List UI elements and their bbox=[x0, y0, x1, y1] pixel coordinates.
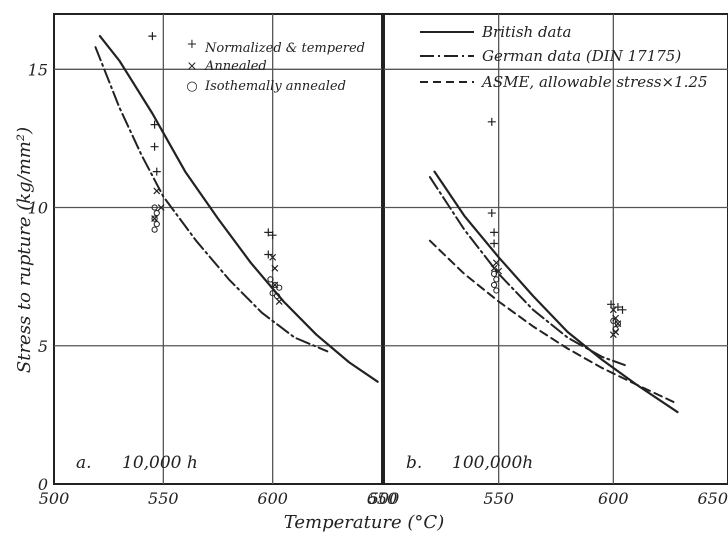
x-tick-label: 500 bbox=[39, 489, 70, 508]
point-annealed bbox=[157, 204, 165, 211]
panel-a-legend: + Normalized & tempered × Annealed ○ Iso… bbox=[186, 37, 365, 94]
point-isothermally-annealed bbox=[276, 284, 283, 291]
panel-a-frame bbox=[53, 13, 383, 485]
point-isothermally-annealed bbox=[153, 221, 160, 228]
point-isothermally-annealed bbox=[273, 292, 281, 300]
y-tick-label: 10 bbox=[28, 199, 48, 218]
panel-a-grid bbox=[54, 14, 382, 484]
legend-symbol-normalized: + bbox=[187, 37, 198, 52]
panel-a-y-ticks: 0 5 10 15 bbox=[28, 60, 48, 494]
series-line-solid bbox=[433, 170, 679, 414]
point-isothermally-annealed bbox=[153, 209, 160, 217]
panel-b-x-ticks: 500 550 600 650 bbox=[369, 489, 728, 508]
point-isothermally-annealed bbox=[151, 226, 158, 233]
series-line-dash-dot bbox=[428, 176, 626, 367]
point-normalized-tempered bbox=[487, 117, 496, 126]
panel-a-annotation: 10,000 h bbox=[122, 453, 198, 473]
point-normalized-tempered bbox=[618, 305, 627, 314]
point-annealed bbox=[609, 306, 617, 314]
y-tick-label: 5 bbox=[38, 337, 48, 356]
panel-b: 500 550 600 650 British data German data (D… bbox=[369, 13, 728, 508]
panel-b-curves bbox=[428, 170, 679, 414]
x-axis-title: Temperature (°C) bbox=[284, 512, 444, 533]
point-annealed bbox=[492, 259, 500, 267]
point-annealed bbox=[271, 264, 279, 272]
legend-symbol-annealed: × bbox=[187, 59, 198, 74]
point-annealed bbox=[612, 314, 620, 322]
point-annealed bbox=[609, 331, 617, 339]
panel-b-legend: British data German data (DIN 17175) ASM… bbox=[420, 23, 707, 91]
panel-b-points bbox=[487, 117, 627, 339]
point-normalized-tempered bbox=[264, 228, 273, 237]
point-normalized-tempered bbox=[490, 239, 499, 248]
x-tick-label: 500 bbox=[369, 489, 400, 508]
point-isothermally-annealed bbox=[269, 290, 276, 297]
panel-b-label: b. bbox=[406, 453, 422, 473]
panel-a-label: a. bbox=[76, 453, 92, 473]
legend-label-german: German data (DIN 17175) bbox=[482, 47, 681, 65]
legend-label-annealed: Annealed bbox=[204, 59, 267, 74]
legend-label-asme: ASME, allowable stress×1.25 bbox=[480, 73, 707, 91]
panel-a: 500 550 600 650 0 5 10 15 + Normalized & tempe… bbox=[28, 13, 398, 508]
panel-b-grid bbox=[384, 14, 728, 484]
point-normalized-tempered bbox=[150, 142, 159, 151]
point-normalized-tempered bbox=[148, 32, 157, 41]
point-isothermally-annealed bbox=[490, 270, 498, 277]
point-isothermally-annealed bbox=[267, 276, 274, 283]
point-isothermally-annealed bbox=[493, 276, 500, 283]
point-normalized-tempered bbox=[487, 209, 496, 218]
point-isothermally-annealed bbox=[612, 326, 619, 333]
point-isothermally-annealed bbox=[490, 281, 498, 289]
panel-a-x-ticks: 500 550 600 650 bbox=[39, 489, 398, 508]
point-normalized-tempered bbox=[264, 250, 273, 259]
point-annealed bbox=[490, 264, 498, 272]
panel-b-annotation: 100,000h bbox=[452, 453, 533, 473]
point-normalized-tempered bbox=[490, 228, 499, 237]
point-isothermally-annealed bbox=[151, 215, 158, 222]
panel-a-points bbox=[148, 32, 283, 305]
point-normalized-tempered bbox=[152, 167, 161, 176]
legend-symbol-isothermal: ○ bbox=[186, 79, 197, 94]
y-axis-title: Stress to rupture (kg/mm²) bbox=[14, 127, 35, 373]
series-line-solid bbox=[98, 35, 379, 383]
x-tick-label: 600 bbox=[598, 489, 629, 508]
series-line-dashed bbox=[428, 239, 679, 405]
panel-a-curves bbox=[94, 35, 379, 383]
x-tick-label: 600 bbox=[257, 489, 288, 508]
legend-label-normalized: Normalized & tempered bbox=[204, 41, 365, 56]
point-normalized-tempered bbox=[150, 120, 159, 129]
point-isothermally-annealed bbox=[271, 281, 278, 289]
y-axis-title-text: Stress to rupture (kg/mm²) bbox=[14, 127, 35, 373]
point-isothermally-annealed bbox=[610, 317, 617, 324]
y-tick-label: 0 bbox=[38, 475, 48, 494]
point-normalized-tempered bbox=[268, 231, 277, 240]
point-isothermally-annealed bbox=[614, 320, 622, 327]
point-annealed bbox=[153, 187, 161, 195]
x-tick-label: 550 bbox=[483, 489, 514, 508]
x-tick-label: 650 bbox=[367, 489, 398, 508]
point-annealed bbox=[269, 253, 277, 261]
point-annealed bbox=[275, 298, 283, 305]
point-isothermally-annealed bbox=[493, 287, 500, 294]
y-tick-label: 15 bbox=[28, 60, 48, 79]
legend-label-british: British data bbox=[481, 23, 571, 41]
panel-b-frame bbox=[383, 13, 728, 485]
point-isothermally-annealed bbox=[151, 204, 158, 211]
legend-label-isothermal: Isothemally annealed bbox=[204, 79, 346, 94]
series-line-dash-dot bbox=[94, 46, 329, 353]
x-tick-label: 550 bbox=[148, 489, 179, 508]
x-tick-label: 650 bbox=[697, 489, 728, 508]
